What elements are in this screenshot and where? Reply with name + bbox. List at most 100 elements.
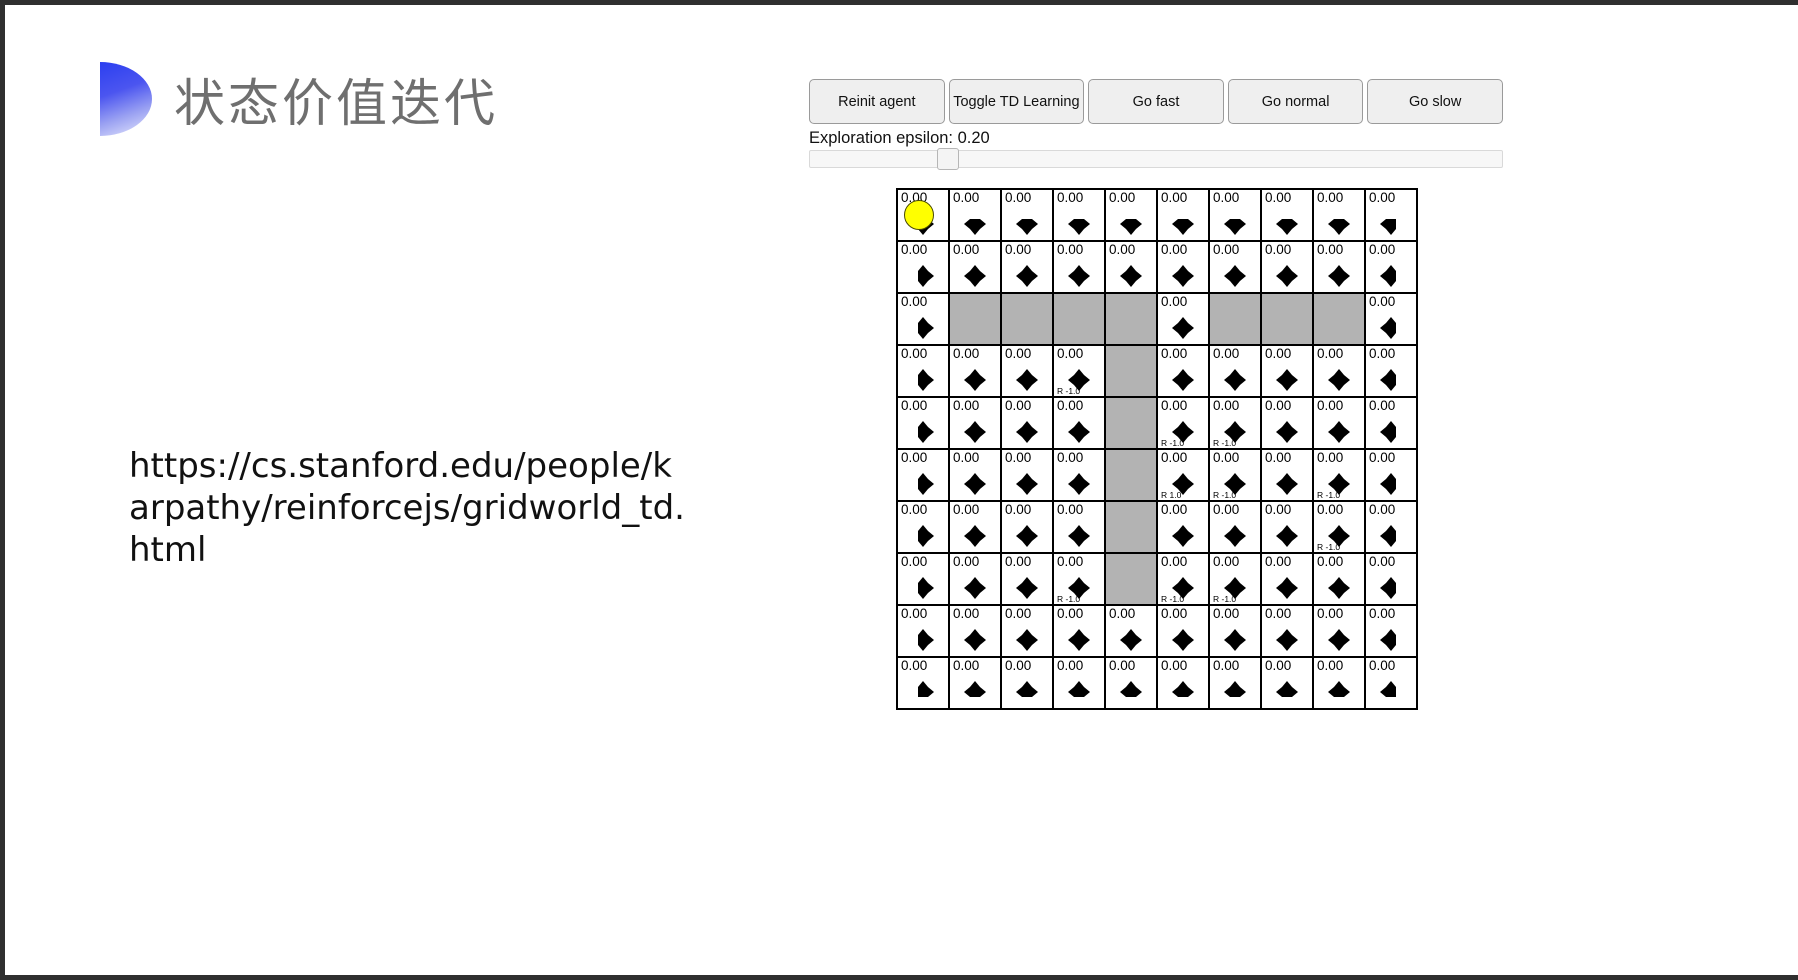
- go-fast-button[interactable]: Go fast: [1088, 79, 1224, 124]
- grid-cell[interactable]: 0.00: [1366, 554, 1418, 606]
- grid-cell[interactable]: 0.00: [1314, 606, 1366, 658]
- grid-cell[interactable]: 0.00: [1002, 502, 1054, 554]
- grid-cell[interactable]: 0.00 R -1.0: [1314, 450, 1366, 502]
- grid-cell-wall[interactable]: [1054, 294, 1106, 346]
- grid-cell[interactable]: 0.00: [1366, 294, 1418, 346]
- slider-thumb[interactable]: [936, 148, 959, 171]
- grid-cell[interactable]: 0.00 R -1.0: [1210, 554, 1262, 606]
- grid-cell[interactable]: 0.00: [1210, 242, 1262, 294]
- grid-cell[interactable]: 0.00: [1054, 242, 1106, 294]
- grid-cell[interactable]: 0.00: [1158, 346, 1210, 398]
- grid-cell-wall[interactable]: [1262, 294, 1314, 346]
- grid-cell[interactable]: 0.00: [1002, 398, 1054, 450]
- grid-cell[interactable]: 0.00: [1054, 190, 1106, 242]
- slider-track[interactable]: [809, 150, 1503, 169]
- grid-cell[interactable]: 0.00: [1106, 658, 1158, 710]
- grid-cell[interactable]: 0.00: [1210, 190, 1262, 242]
- grid-cell[interactable]: 0.00: [1054, 502, 1106, 554]
- grid-cell[interactable]: 0.00: [1002, 554, 1054, 606]
- grid-cell[interactable]: 0.00: [1366, 502, 1418, 554]
- grid-cell[interactable]: 0.00 R -1.0: [1054, 346, 1106, 398]
- grid-cell[interactable]: 0.00: [1210, 346, 1262, 398]
- grid-cell[interactable]: 0.00: [898, 502, 950, 554]
- grid-cell[interactable]: 0.00: [898, 450, 950, 502]
- grid-cell[interactable]: 0.00: [1210, 502, 1262, 554]
- grid-cell[interactable]: 0.00: [1210, 658, 1262, 710]
- grid-cell[interactable]: 0.00: [1314, 346, 1366, 398]
- grid-cell[interactable]: 0.00: [1262, 242, 1314, 294]
- grid-cell-wall[interactable]: [1210, 294, 1262, 346]
- grid-cell-wall[interactable]: [1106, 346, 1158, 398]
- grid-cell-wall[interactable]: [1106, 450, 1158, 502]
- grid-cell[interactable]: 0.00: [898, 190, 950, 242]
- grid-cell[interactable]: 0.00: [1158, 242, 1210, 294]
- exploration-epsilon-slider[interactable]: [809, 148, 1503, 171]
- grid-cell[interactable]: 0.00: [1158, 294, 1210, 346]
- grid-cell-wall[interactable]: [1106, 398, 1158, 450]
- grid-cell[interactable]: 0.00: [1262, 190, 1314, 242]
- grid-cell[interactable]: 0.00: [1262, 606, 1314, 658]
- grid-cell[interactable]: 0.00: [1158, 606, 1210, 658]
- grid-cell-wall[interactable]: [1106, 554, 1158, 606]
- grid-cell[interactable]: 0.00: [1366, 398, 1418, 450]
- grid-cell[interactable]: 0.00: [1366, 450, 1418, 502]
- grid-cell-wall[interactable]: [1314, 294, 1366, 346]
- grid-cell[interactable]: 0.00: [1106, 190, 1158, 242]
- grid-cell[interactable]: 0.00: [898, 346, 950, 398]
- grid-cell[interactable]: 0.00 R -1.0: [1210, 450, 1262, 502]
- grid-cell[interactable]: 0.00: [950, 190, 1002, 242]
- grid-cell[interactable]: 0.00: [1054, 398, 1106, 450]
- grid-cell[interactable]: 0.00: [1366, 190, 1418, 242]
- grid-cell[interactable]: 0.00: [898, 242, 950, 294]
- go-normal-button[interactable]: Go normal: [1227, 79, 1364, 124]
- grid-cell[interactable]: 0.00: [1002, 346, 1054, 398]
- grid-cell[interactable]: 0.00: [1054, 606, 1106, 658]
- grid-cell[interactable]: 0.00: [1158, 502, 1210, 554]
- go-slow-button[interactable]: Go slow: [1367, 79, 1503, 124]
- grid-cell[interactable]: 0.00: [1158, 190, 1210, 242]
- grid-cell[interactable]: 0.00: [1106, 606, 1158, 658]
- reinit-agent-button[interactable]: Reinit agent: [809, 79, 945, 124]
- grid-cell[interactable]: 0.00: [1366, 658, 1418, 710]
- grid-cell-wall[interactable]: [1106, 502, 1158, 554]
- grid-cell[interactable]: 0.00: [1002, 450, 1054, 502]
- grid-cell[interactable]: 0.00: [898, 658, 950, 710]
- grid-cell[interactable]: 0.00: [1262, 502, 1314, 554]
- grid-cell[interactable]: 0.00: [1262, 554, 1314, 606]
- gridworld-grid[interactable]: 0.00 0.00 0.00 0.00 0.00 0.00 0.00 0.00 0.00 0.00…: [896, 188, 1418, 710]
- grid-cell[interactable]: 0.00: [1314, 190, 1366, 242]
- grid-cell[interactable]: 0.00: [950, 658, 1002, 710]
- grid-cell[interactable]: 0.00: [950, 398, 1002, 450]
- grid-cell[interactable]: 0.00: [950, 606, 1002, 658]
- grid-cell[interactable]: 0.00 R 1.0: [1158, 450, 1210, 502]
- grid-cell[interactable]: 0.00: [1002, 658, 1054, 710]
- grid-cell[interactable]: 0.00: [1314, 242, 1366, 294]
- grid-cell[interactable]: 0.00: [950, 242, 1002, 294]
- grid-cell[interactable]: 0.00: [898, 554, 950, 606]
- grid-cell[interactable]: 0.00: [1314, 554, 1366, 606]
- grid-cell[interactable]: 0.00: [1366, 242, 1418, 294]
- grid-cell[interactable]: 0.00: [1262, 450, 1314, 502]
- grid-cell[interactable]: 0.00: [950, 346, 1002, 398]
- grid-cell[interactable]: 0.00: [898, 398, 950, 450]
- grid-cell[interactable]: 0.00 R -1.0: [1054, 554, 1106, 606]
- grid-cell[interactable]: 0.00: [950, 502, 1002, 554]
- grid-cell[interactable]: 0.00: [1002, 606, 1054, 658]
- grid-cell[interactable]: 0.00: [1106, 242, 1158, 294]
- grid-cell[interactable]: 0.00: [1210, 606, 1262, 658]
- grid-cell[interactable]: 0.00: [1366, 606, 1418, 658]
- grid-cell[interactable]: 0.00: [1054, 658, 1106, 710]
- grid-cell[interactable]: 0.00: [950, 554, 1002, 606]
- grid-cell[interactable]: 0.00: [898, 294, 950, 346]
- grid-cell-wall[interactable]: [1106, 294, 1158, 346]
- grid-cell[interactable]: 0.00: [1314, 658, 1366, 710]
- grid-cell[interactable]: 0.00: [1002, 242, 1054, 294]
- grid-cell[interactable]: 0.00: [1262, 346, 1314, 398]
- grid-cell-wall[interactable]: [950, 294, 1002, 346]
- toggle-td-learning-button[interactable]: Toggle TD Learning: [948, 79, 1085, 124]
- grid-cell[interactable]: 0.00: [1366, 346, 1418, 398]
- grid-cell[interactable]: 0.00 R -1.0: [1314, 502, 1366, 554]
- grid-cell[interactable]: 0.00: [1054, 450, 1106, 502]
- grid-cell[interactable]: 0.00 R -1.0: [1158, 398, 1210, 450]
- grid-cell[interactable]: 0.00: [1158, 658, 1210, 710]
